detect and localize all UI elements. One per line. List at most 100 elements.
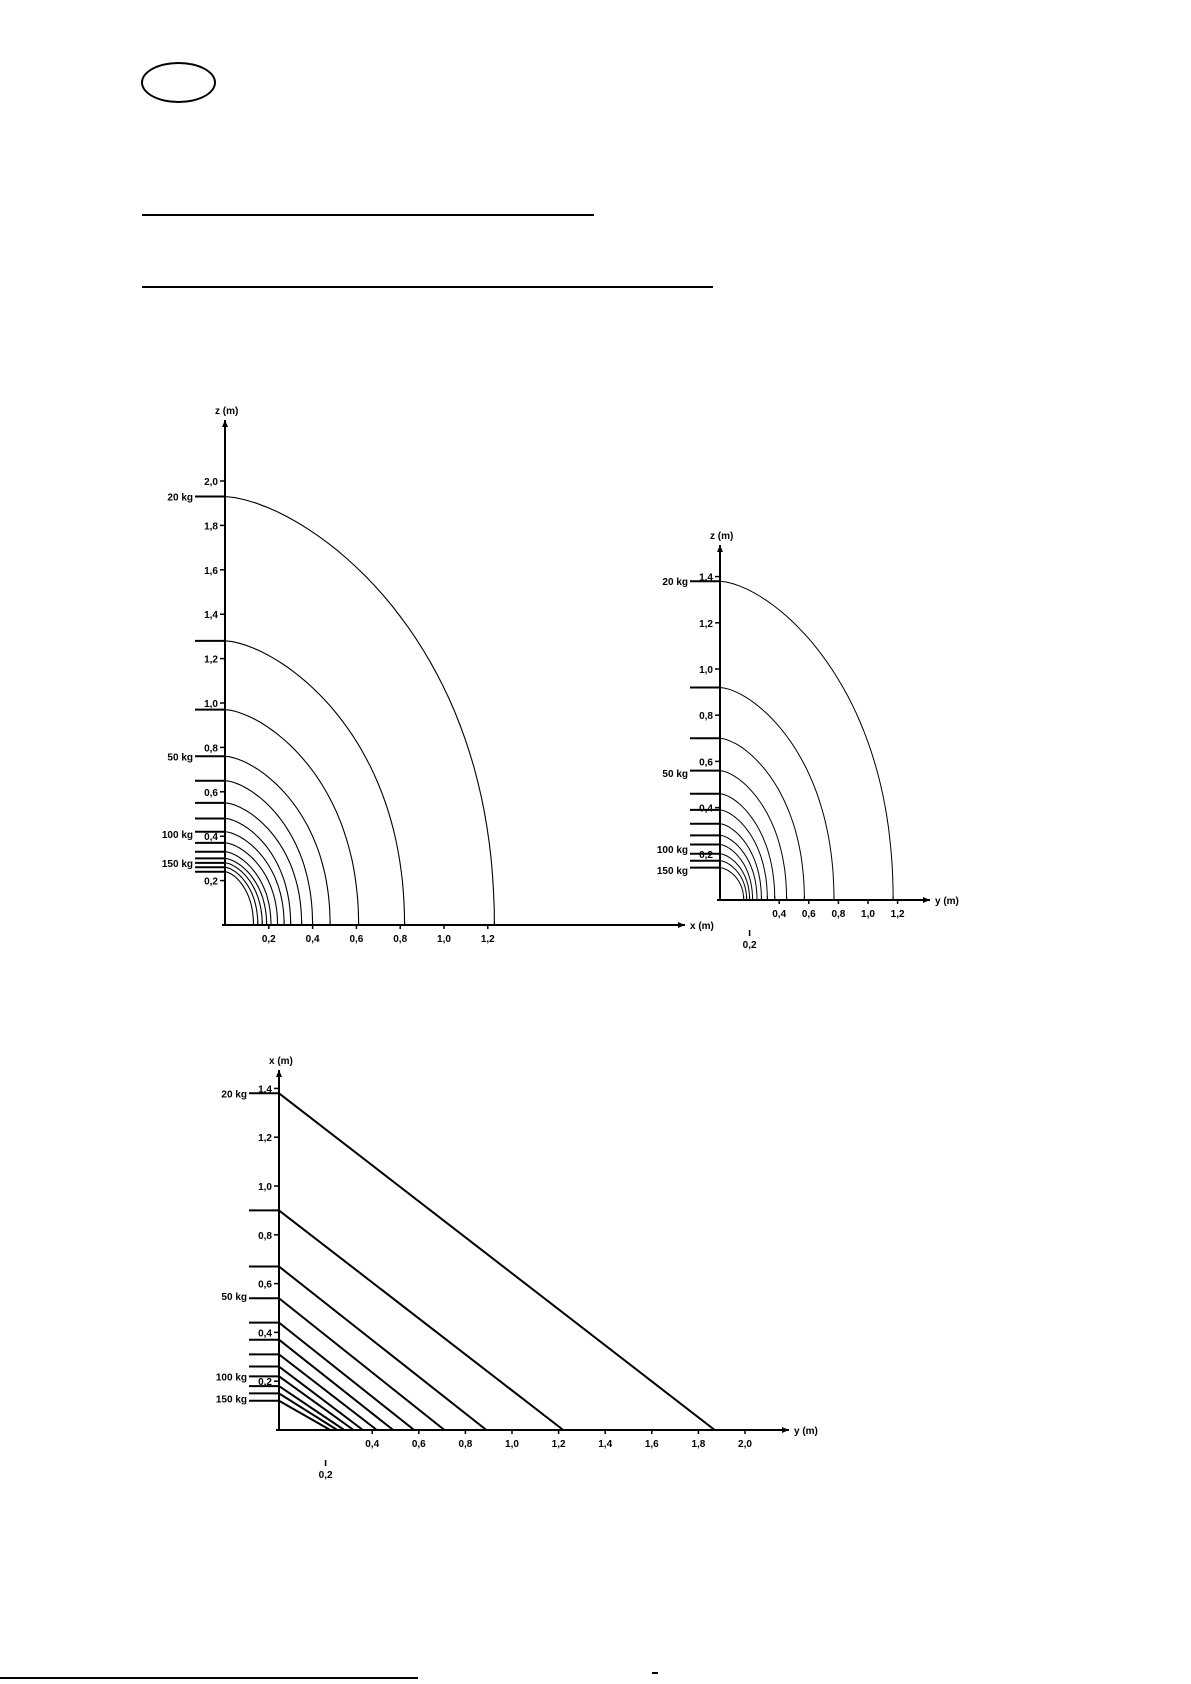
x-tick-label: 2,0 <box>738 1439 752 1450</box>
series-6 <box>224 802 303 925</box>
x-tick-label: 1,4 <box>598 1439 612 1450</box>
x-tick-label: 1,2 <box>481 934 495 945</box>
x-tick-label: 0,8 <box>458 1439 472 1450</box>
x-tick-label: 0,8 <box>393 934 407 945</box>
y-tick-label: 1,6 <box>204 566 218 577</box>
load-label: 150 kg <box>216 1394 247 1405</box>
vertical-axis-arrow <box>276 1070 282 1077</box>
x-axis-label: y (m) <box>794 1426 818 1437</box>
chart-x-vs-y: y (m) x (m) 0,4 0,6 0,8 1,0 1,2 1,4 1,6 1,8 2,0 0,2… <box>216 1056 818 1481</box>
series-3 <box>224 709 360 926</box>
x-tick-label: 0,2 <box>262 934 276 945</box>
y-tick-label: 0,2 <box>258 1377 272 1388</box>
y-tick-label: 0,4 <box>204 832 218 843</box>
y-tick-label: 1,4 <box>204 610 218 621</box>
y-tick-label: 0,6 <box>258 1280 272 1291</box>
y-tick-label: 0,6 <box>204 788 218 799</box>
x-tick-label: 1,8 <box>691 1439 705 1450</box>
y-tick-label: 1,0 <box>204 699 218 710</box>
series-12 <box>720 867 745 900</box>
horizontal-axis-arrow <box>782 1427 789 1433</box>
series-1 <box>278 1092 716 1431</box>
series-12 <box>278 1399 331 1431</box>
series-4 <box>278 1297 446 1431</box>
series-5 <box>719 793 776 901</box>
series-7 <box>224 817 292 926</box>
header-oval-badge <box>141 62 216 103</box>
chart-z-vs-x: x (m) z (m) 0,2 0,4 0,6 0,8 1,0 1,2 0,2 0,4 0,6 0,8… <box>162 406 714 945</box>
y-tick-label: 0,4 <box>258 1328 272 1339</box>
load-label: 100 kg <box>657 845 688 856</box>
series-13 <box>224 866 259 925</box>
load-label: 150 kg <box>162 859 193 870</box>
load-label: 20 kg <box>221 1089 247 1100</box>
vertical-axis-arrow <box>717 545 723 552</box>
series-8 <box>224 831 285 925</box>
series-10 <box>224 851 272 925</box>
x-tick-label: 1,2 <box>552 1439 566 1450</box>
load-label: 50 kg <box>221 1292 247 1303</box>
series-9 <box>224 842 279 926</box>
y-tick-label: 2,0 <box>204 477 218 488</box>
y-tick-label: 0,8 <box>258 1231 272 1242</box>
header-rule-1 <box>142 214 594 216</box>
load-label: 150 kg <box>657 866 688 877</box>
x-extra-tick-label: 0,2 <box>319 1470 333 1481</box>
load-label: 20 kg <box>167 493 193 504</box>
series-5 <box>224 780 314 926</box>
x-tick-label: 1,0 <box>505 1439 519 1450</box>
x-axis-label: y (m) <box>935 896 959 907</box>
series-10 <box>278 1385 345 1431</box>
series-5 <box>278 1321 415 1431</box>
x-extra-tick-label: 0,2 <box>743 940 757 951</box>
series-2 <box>278 1209 564 1431</box>
series-7 <box>278 1353 378 1431</box>
series-4 <box>719 770 788 901</box>
series-2 <box>719 687 835 901</box>
x-tick-label: 0,8 <box>831 909 845 920</box>
x-tick-label: 1,0 <box>437 934 451 945</box>
y-tick-label: 1,2 <box>699 619 713 630</box>
series-11 <box>278 1392 338 1431</box>
x-tick-label: 0,6 <box>349 934 363 945</box>
x-tick-label: 1,0 <box>861 909 875 920</box>
y-axis-label: z (m) <box>710 531 733 542</box>
series-9 <box>719 844 754 901</box>
series-12 <box>224 862 263 925</box>
series-6 <box>278 1338 394 1431</box>
series-3 <box>278 1265 487 1431</box>
series-2 <box>224 640 406 926</box>
series-11 <box>224 857 268 925</box>
load-label: 100 kg <box>216 1372 247 1383</box>
series-7 <box>719 823 762 900</box>
footer-rule <box>0 1677 418 1679</box>
y-axis-label: z (m) <box>215 406 238 417</box>
series-10 <box>719 853 751 900</box>
y-tick-label: 0,2 <box>699 850 713 861</box>
load-label: 20 kg <box>662 577 688 588</box>
y-tick-label: 1,2 <box>258 1133 272 1144</box>
series-1 <box>224 495 495 926</box>
chart-z-vs-y: y (m)z (m)0,40,60,81,01,20,20,20,40,60,8… <box>657 531 959 951</box>
series-3 <box>719 737 805 901</box>
y-tick-label: 0,6 <box>699 757 713 768</box>
y-tick-label: 1,0 <box>699 665 713 676</box>
x-tick-label: 0,6 <box>412 1439 426 1450</box>
y-tick-label: 0,8 <box>699 711 713 722</box>
series-6 <box>719 809 768 901</box>
y-tick-label: 1,2 <box>204 655 218 666</box>
y-tick-label: 1,8 <box>204 521 218 532</box>
x-tick-label: 1,6 <box>645 1439 659 1450</box>
series-8 <box>278 1365 364 1431</box>
y-tick-label: 1,4 <box>258 1084 272 1095</box>
x-tick-label: 0,4 <box>365 1439 379 1450</box>
x-tick-label: 0,4 <box>306 934 320 945</box>
series-4 <box>224 755 331 926</box>
horizontal-axis-arrow <box>923 897 930 903</box>
load-label: 50 kg <box>662 769 688 780</box>
load-label: 50 kg <box>167 752 193 763</box>
x-axis-label: x (m) <box>690 921 714 932</box>
scan-mark <box>652 1672 658 1674</box>
series-14 <box>224 871 255 926</box>
x-tick-label: 1,2 <box>891 909 905 920</box>
